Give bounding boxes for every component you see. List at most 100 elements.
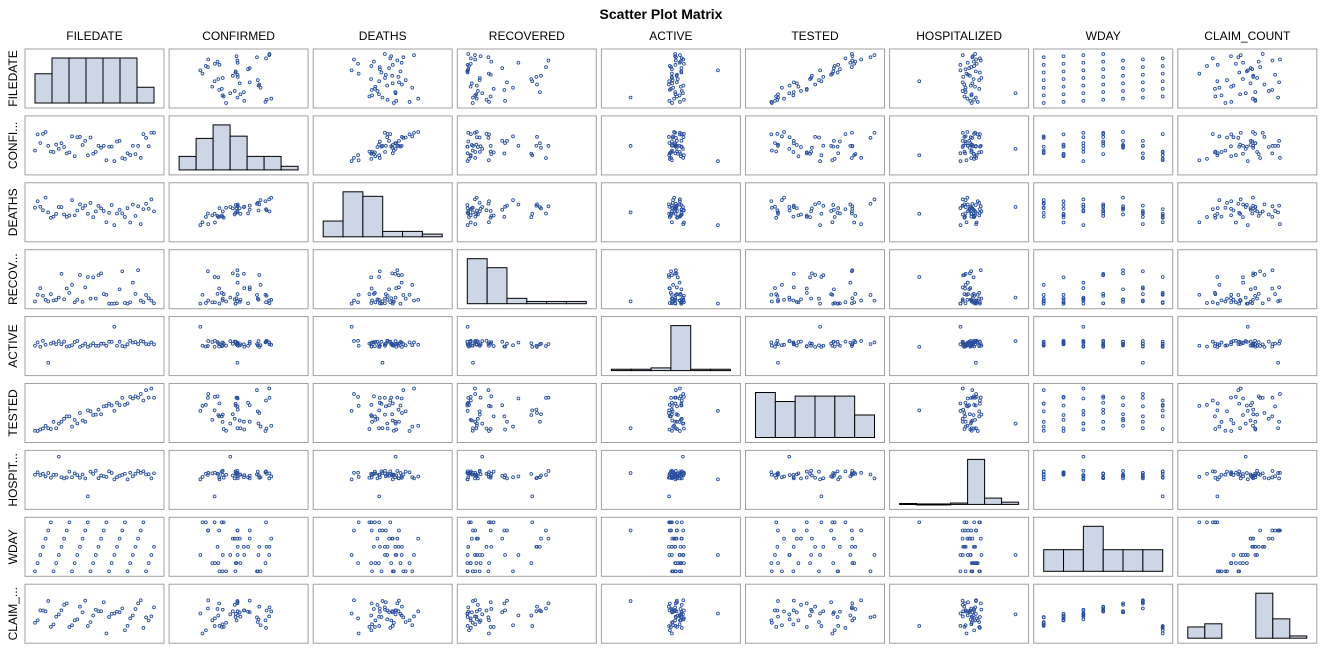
data-point xyxy=(78,604,82,609)
data-point xyxy=(477,569,482,574)
data-point xyxy=(967,610,972,615)
data-point xyxy=(505,419,509,424)
data-point xyxy=(107,569,111,574)
data-point xyxy=(810,609,814,614)
data-point xyxy=(967,287,972,292)
data-point xyxy=(1041,63,1046,67)
data-point xyxy=(963,211,968,216)
data-point xyxy=(70,475,74,480)
data-point xyxy=(91,151,96,156)
data-point xyxy=(963,151,967,156)
data-point xyxy=(1061,403,1066,408)
data-point xyxy=(674,285,679,290)
data-point xyxy=(486,135,491,140)
data-point xyxy=(471,426,475,431)
data-point xyxy=(478,54,483,59)
data-point xyxy=(390,569,395,574)
data-point xyxy=(387,66,391,71)
data-point xyxy=(1217,85,1222,90)
histogram-bar xyxy=(916,503,935,506)
data-point xyxy=(1213,469,1217,474)
data-point xyxy=(670,135,675,140)
data-point xyxy=(123,520,127,525)
data-point xyxy=(675,77,680,81)
data-point xyxy=(212,624,217,628)
data-point xyxy=(46,299,51,304)
data-point xyxy=(242,475,246,480)
data-point xyxy=(1121,195,1125,200)
data-point xyxy=(1141,414,1145,419)
data-point xyxy=(375,145,380,149)
data-point xyxy=(679,56,684,61)
data-point xyxy=(679,417,683,422)
data-point xyxy=(369,88,374,92)
data-point xyxy=(1041,409,1046,414)
data-point xyxy=(104,631,109,636)
data-point xyxy=(1101,400,1106,405)
data-point xyxy=(86,494,90,499)
data-point xyxy=(1041,301,1046,306)
data-point xyxy=(1234,220,1238,225)
data-point xyxy=(1197,292,1202,297)
data-point xyxy=(673,401,678,406)
cell-tested-tested xyxy=(745,383,885,443)
data-point xyxy=(466,471,471,476)
data-point xyxy=(470,101,475,105)
cell-active-filedate xyxy=(24,316,165,377)
column-label-confirmed: CONFIRMED xyxy=(202,29,275,43)
cell-hospitalized-tested xyxy=(745,449,885,510)
data-point xyxy=(1245,324,1250,329)
data-point xyxy=(133,152,138,156)
data-point xyxy=(958,569,963,574)
data-point xyxy=(669,606,673,611)
data-point xyxy=(369,286,374,291)
data-point xyxy=(677,622,682,627)
data-point xyxy=(850,544,854,549)
data-point xyxy=(682,561,686,565)
data-point xyxy=(373,618,378,623)
data-point xyxy=(872,197,877,202)
data-point xyxy=(1251,273,1256,278)
data-point xyxy=(401,388,406,392)
data-point xyxy=(1101,338,1106,343)
data-point xyxy=(961,143,966,148)
data-point xyxy=(799,536,803,541)
data-point xyxy=(872,130,877,135)
data-point xyxy=(973,52,977,56)
data-point xyxy=(247,473,252,478)
cell-frame xyxy=(168,383,309,443)
data-point xyxy=(109,403,114,408)
cell-tested-filedate xyxy=(24,383,165,443)
data-point xyxy=(810,73,814,78)
data-point xyxy=(141,300,146,305)
histogram-bar xyxy=(814,395,836,439)
data-point xyxy=(974,528,978,533)
data-point xyxy=(136,204,140,209)
data-point xyxy=(546,204,551,209)
data-point xyxy=(673,301,677,306)
data-point xyxy=(787,83,792,88)
data-point xyxy=(1251,73,1256,78)
data-point xyxy=(416,342,421,347)
data-point xyxy=(138,471,143,475)
data-point xyxy=(776,528,780,533)
data-point xyxy=(237,536,242,541)
data-point xyxy=(1253,132,1257,136)
data-point xyxy=(819,153,824,158)
data-point xyxy=(1260,342,1265,347)
cell-deaths-hospitalized xyxy=(889,182,1030,243)
data-point xyxy=(675,72,679,77)
data-point xyxy=(383,607,387,612)
data-point xyxy=(1270,536,1275,541)
data-point xyxy=(675,275,680,280)
row-label-wday: WDAY xyxy=(6,529,20,564)
data-point xyxy=(33,343,37,348)
data-point xyxy=(775,97,780,102)
data-point xyxy=(682,132,686,136)
data-point xyxy=(377,528,382,533)
data-point xyxy=(93,607,98,612)
data-point xyxy=(488,427,493,431)
data-point xyxy=(138,156,143,160)
cell-hospitalized-confirmed xyxy=(168,449,309,510)
data-point xyxy=(1262,273,1267,277)
